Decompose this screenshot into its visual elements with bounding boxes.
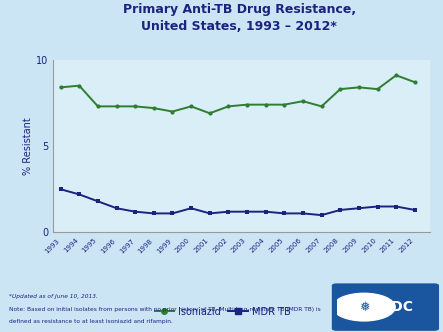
Text: *Updated as of June 10, 2013.: *Updated as of June 10, 2013. xyxy=(9,294,98,299)
Legend: Isoniazid, MDR TB: Isoniazid, MDR TB xyxy=(151,303,295,321)
Circle shape xyxy=(333,293,395,321)
Y-axis label: % Resistant: % Resistant xyxy=(23,117,33,175)
Text: Note: Based on initial isolates from persons with no prior history of TB. Multid: Note: Based on initial isolates from per… xyxy=(9,307,321,312)
Text: ❅: ❅ xyxy=(359,300,369,314)
Text: defined as resistance to at least isoniazid and rifampin.: defined as resistance to at least isonia… xyxy=(9,319,173,324)
Text: Primary Anti-TB Drug Resistance,
United States, 1993 – 2012*: Primary Anti-TB Drug Resistance, United … xyxy=(123,3,356,33)
FancyBboxPatch shape xyxy=(332,283,439,331)
Text: CDC: CDC xyxy=(381,300,413,314)
